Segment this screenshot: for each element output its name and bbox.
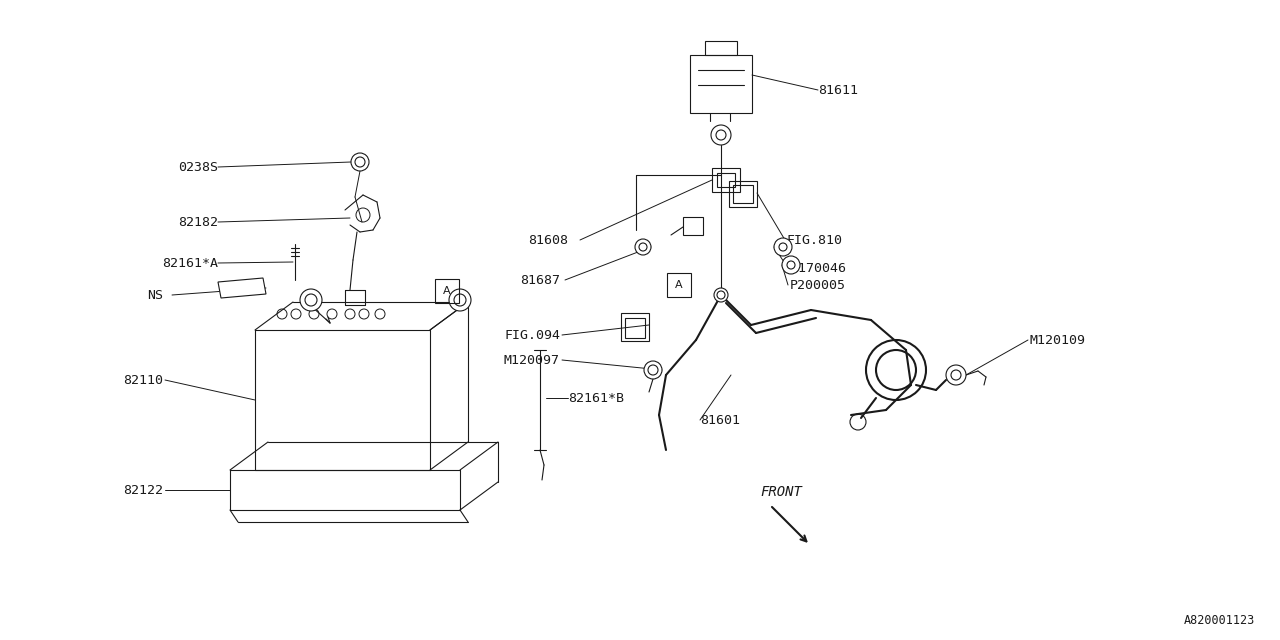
Text: M120109: M120109: [1030, 333, 1085, 346]
Text: 82182: 82182: [178, 216, 218, 228]
Bar: [435, 279, 460, 303]
Circle shape: [635, 239, 652, 255]
Text: 0238S: 0238S: [178, 161, 218, 173]
Bar: [667, 273, 691, 297]
Circle shape: [782, 256, 800, 274]
Text: 81687: 81687: [520, 273, 561, 287]
Circle shape: [449, 289, 471, 311]
Text: 81611: 81611: [818, 83, 858, 97]
Circle shape: [710, 125, 731, 145]
Bar: [621, 313, 649, 341]
Text: 82161*A: 82161*A: [163, 257, 218, 269]
Text: 82122: 82122: [123, 483, 163, 497]
Bar: [705, 41, 737, 55]
Circle shape: [351, 153, 369, 171]
Bar: [712, 168, 740, 192]
Text: FIG.810: FIG.810: [786, 234, 842, 246]
Text: P200005: P200005: [790, 278, 846, 291]
Circle shape: [300, 289, 323, 311]
Text: 81601: 81601: [700, 413, 740, 426]
Text: 82161*B: 82161*B: [568, 392, 625, 404]
Text: N170046: N170046: [790, 262, 846, 275]
Bar: [717, 173, 735, 187]
Text: A: A: [675, 280, 682, 290]
Bar: [625, 318, 645, 338]
Polygon shape: [218, 278, 266, 298]
Text: NS: NS: [147, 289, 163, 301]
Text: A: A: [443, 286, 451, 296]
Circle shape: [644, 361, 662, 379]
Bar: [733, 185, 753, 203]
Text: FRONT: FRONT: [760, 485, 801, 499]
Text: M120097: M120097: [504, 353, 561, 367]
Text: 82110: 82110: [123, 374, 163, 387]
Text: FIG.094: FIG.094: [504, 328, 561, 342]
Bar: [730, 181, 756, 207]
Bar: [684, 217, 703, 235]
Circle shape: [774, 238, 792, 256]
Bar: [690, 55, 753, 113]
Text: 81608: 81608: [529, 234, 568, 246]
Circle shape: [714, 288, 728, 302]
Circle shape: [946, 365, 966, 385]
Text: A820001123: A820001123: [1184, 614, 1254, 627]
